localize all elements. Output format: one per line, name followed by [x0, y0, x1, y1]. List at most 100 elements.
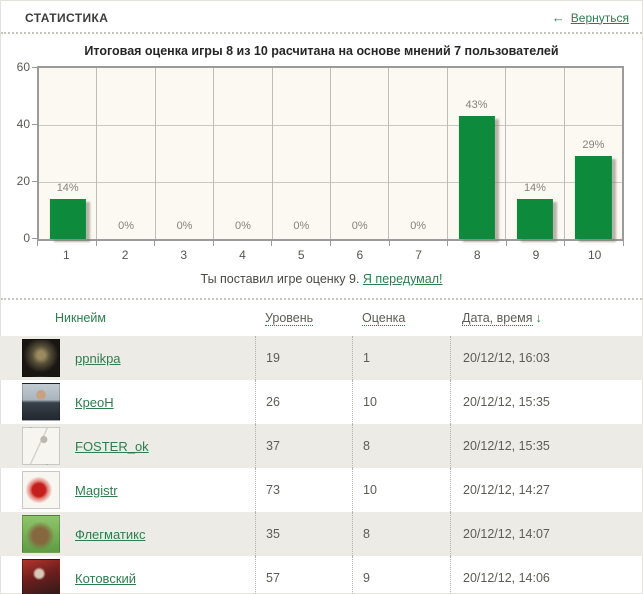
level-cell: 35	[255, 512, 352, 556]
votes-table: Никнейм Уровень Оценка Дата, время ↓ ppn…	[0, 300, 643, 594]
col-header-datetime[interactable]: Дата, время ↓	[462, 310, 542, 326]
divider-table	[1, 298, 642, 300]
nickname-link[interactable]: КреоН	[75, 394, 114, 410]
avatar[interactable]	[22, 339, 60, 377]
back-link-label: Вернуться	[570, 10, 629, 25]
chart-column: 0%	[271, 68, 330, 239]
y-tick	[32, 124, 37, 125]
x-tick-label: 5	[297, 248, 305, 262]
bar-value-label: 43%	[465, 99, 488, 112]
table-row: Котовский 57 9 20/12/12, 14:06	[0, 556, 643, 594]
avatar[interactable]	[22, 383, 60, 421]
table-header-row: Никнейм Уровень Оценка Дата, время ↓	[0, 300, 643, 336]
y-tick-label: 0	[23, 231, 30, 245]
bar-value-label: 0%	[410, 220, 427, 232]
x-tick	[565, 241, 624, 246]
avatar[interactable]	[22, 427, 60, 465]
topbar: СТАТИСТИКА ← Вернуться	[0, 0, 643, 32]
bar	[49, 199, 86, 239]
x-tick	[37, 241, 97, 246]
x-tick-label: 6	[356, 248, 364, 262]
rating-cell: 1	[352, 336, 450, 380]
col-header-level[interactable]: Уровень	[265, 310, 314, 326]
chart-title: Итоговая оценка игры 8 из 10 расчитана н…	[84, 44, 559, 58]
x-tick	[155, 241, 214, 246]
y-tick	[32, 67, 37, 68]
x-tick-label: 8	[473, 248, 481, 262]
nickname-link[interactable]: Котовский	[75, 570, 137, 586]
chart-column: 0%	[154, 68, 213, 239]
rating-cell: 8	[352, 424, 450, 468]
x-tick-label: 9	[532, 248, 540, 262]
user-vote-note: Ты поставил игре оценку 9. Я передумал!	[0, 262, 643, 298]
bar-value-label: 0%	[118, 220, 135, 232]
sort-desc-icon: ↓	[535, 311, 542, 325]
avatar[interactable]	[22, 559, 60, 594]
x-tick-label: 1	[63, 248, 70, 262]
x-tick	[331, 241, 390, 246]
x-tick-label: 2	[121, 248, 129, 262]
x-tick	[448, 241, 507, 246]
chart-column: 0%	[388, 68, 446, 239]
x-tick	[214, 241, 273, 246]
col-header-rating[interactable]: Оценка	[362, 310, 406, 326]
bar-value-label: 0%	[176, 220, 193, 232]
avatar[interactable]	[22, 471, 60, 509]
page-title: СТАТИСТИКА	[25, 10, 109, 25]
bar-value-label: 0%	[234, 220, 251, 232]
x-tick	[507, 241, 566, 246]
level-cell: 73	[255, 468, 352, 512]
x-axis-labels: 1 2 3 4 5 6 7 8 9 10	[37, 248, 624, 262]
change-vote-link[interactable]: Я передумал!	[362, 272, 443, 286]
rating-cell: 8	[352, 512, 450, 556]
chart-section: Итоговая оценка игры 8 из 10 расчитана н…	[0, 34, 643, 298]
plot-area: 14% 0% 0% 0% 0% 0% 0% 43% 14% 29%	[37, 66, 624, 241]
x-tick	[390, 241, 449, 246]
x-axis-ticks	[37, 241, 624, 246]
chart-column: 43%	[446, 68, 505, 239]
nickname-link[interactable]: Флегматикс	[75, 526, 146, 542]
datetime-cell: 20/12/12, 14:27	[450, 468, 643, 512]
bar	[575, 156, 612, 239]
y-tick-label: 20	[16, 174, 30, 188]
rating-cell: 10	[352, 468, 450, 512]
note-text: Ты поставил игре оценку 9.	[200, 272, 360, 286]
datetime-cell: 20/12/12, 14:07	[450, 512, 643, 556]
chart-column: 0%	[330, 68, 388, 239]
table-row: FOSTER_ok 37 8 20/12/12, 15:35	[0, 424, 643, 468]
x-tick	[272, 241, 331, 246]
nickname-link[interactable]: ppnikpa	[75, 350, 121, 366]
chart-column: 29%	[563, 68, 622, 239]
x-tick-label: 4	[239, 248, 246, 262]
chart-column: 0%	[213, 68, 271, 239]
avatar[interactable]	[22, 515, 60, 553]
chart-column: 0%	[96, 68, 154, 239]
table-row: Флегматикс 35 8 20/12/12, 14:07	[0, 512, 643, 556]
table-row: Magistr 73 10 20/12/12, 14:27	[0, 468, 643, 512]
y-tick	[32, 181, 37, 182]
datetime-cell: 20/12/12, 16:03	[450, 336, 643, 380]
col-header-nickname: Никнейм	[55, 311, 106, 325]
bar-value-label: 29%	[582, 139, 605, 152]
x-tick	[97, 241, 156, 246]
y-tick	[32, 238, 37, 239]
bar-value-label: 14%	[56, 182, 79, 195]
datetime-cell: 20/12/12, 14:06	[450, 556, 643, 594]
bar-value-label: 0%	[293, 220, 310, 232]
bar-value-label: 0%	[351, 220, 368, 232]
datetime-cell: 20/12/12, 15:35	[450, 380, 643, 424]
level-cell: 19	[255, 336, 352, 380]
y-tick-label: 40	[16, 117, 30, 131]
nickname-link[interactable]: FOSTER_ok	[75, 438, 149, 454]
level-cell: 57	[255, 556, 352, 594]
chart: 14% 0% 0% 0% 0% 0% 0% 43% 14% 29% 0 20 40 60	[17, 60, 624, 245]
chart-column: 14%	[39, 68, 96, 239]
x-tick-label: 10	[588, 248, 602, 262]
bar	[458, 116, 495, 239]
bar-value-label: 14%	[523, 182, 546, 195]
nickname-link[interactable]: Magistr	[75, 482, 118, 498]
back-link[interactable]: ← Вернуться	[552, 10, 629, 25]
x-tick-label: 7	[415, 248, 422, 262]
back-arrow-icon: ←	[551, 10, 565, 25]
bar	[516, 199, 554, 239]
